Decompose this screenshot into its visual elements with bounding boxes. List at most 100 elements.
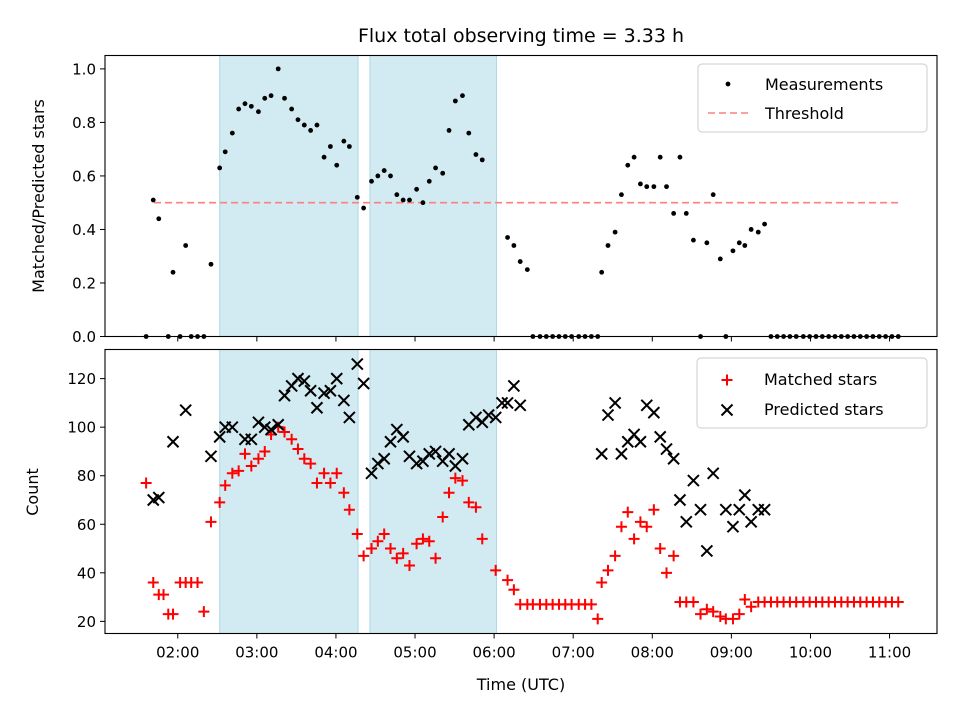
measurement-point <box>511 243 517 248</box>
measurement-point <box>262 95 268 101</box>
measurement-point <box>334 162 340 168</box>
measurement-point <box>644 184 650 190</box>
measurement-point <box>275 66 281 72</box>
x-axis-label: Time (UTC) <box>476 675 565 694</box>
matched-star-point <box>654 543 666 555</box>
measurement-point <box>638 181 643 187</box>
measurement-point <box>717 256 723 262</box>
measurement-point <box>381 168 387 173</box>
matched-star-point <box>443 487 455 499</box>
matched-star-point <box>351 528 363 540</box>
chart-title: Flux total observing time = 3.33 h <box>358 25 684 47</box>
matched-star-point <box>286 433 298 445</box>
measurement-point <box>524 267 530 272</box>
measurement-point <box>414 186 420 192</box>
predicted-star-point <box>179 403 192 417</box>
predicted-stars-points <box>147 357 771 558</box>
matched-star-point <box>602 564 614 576</box>
predicted-star-point <box>384 435 397 448</box>
measurement-point <box>762 221 767 227</box>
matched-star-point <box>641 521 653 533</box>
predicted-star-point <box>330 372 343 385</box>
x-tick-label: 11:00 <box>868 644 911 662</box>
matched-star-point <box>226 467 238 479</box>
matched-star-point <box>615 521 627 533</box>
matched-star-point <box>592 613 604 625</box>
predicted-star-point <box>166 435 180 448</box>
measurement-point <box>730 248 736 254</box>
measurement-point <box>375 173 381 179</box>
matched-star-point <box>622 506 634 518</box>
measurement-point <box>446 128 452 133</box>
predicted-star-point <box>357 377 370 390</box>
matched-star-point <box>372 535 384 547</box>
predicted-star-point <box>271 418 285 431</box>
predicted-star-point <box>245 433 258 446</box>
measurement-point <box>217 165 223 171</box>
measurement-point <box>704 240 710 246</box>
top-y-tick-label: 0.8 <box>72 114 96 132</box>
matched-star-point <box>596 577 608 589</box>
legend-matched-stars-marker <box>721 374 733 386</box>
legend-matched-stars-label: Matched stars <box>764 370 877 389</box>
bottom-legend-box <box>696 357 928 429</box>
measurement-point <box>208 261 214 267</box>
predicted-star-point <box>226 420 239 434</box>
bottom-legend[interactable]: Matched stars Predicted stars <box>696 357 928 429</box>
matched-star-point <box>292 443 304 455</box>
x-tick-label: 05:00 <box>393 644 436 662</box>
legend-predicted-stars-marker <box>720 403 734 417</box>
top-plot-frame <box>104 54 938 338</box>
measurement-point <box>361 205 367 211</box>
matched-star-point <box>585 598 597 610</box>
top-shaded-intervals <box>219 55 497 337</box>
matched-star-point <box>733 608 745 620</box>
matched-star-point <box>331 467 343 479</box>
matched-star-point <box>745 601 757 613</box>
predicted-star-point <box>456 452 469 465</box>
predicted-star-point <box>653 430 667 444</box>
measurement-point <box>691 237 696 243</box>
matched-star-point <box>158 589 170 601</box>
predicted-star-point <box>700 544 714 558</box>
matched-star-point <box>892 596 904 608</box>
top-y-tick-label: 0.0 <box>72 328 96 346</box>
measurement-point <box>150 197 156 203</box>
predicted-star-point <box>758 503 771 516</box>
bottom-y-tick-label: 40 <box>77 564 96 582</box>
predicted-star-point <box>733 503 746 516</box>
predicted-star-point <box>423 447 436 461</box>
measurement-point <box>625 162 631 168</box>
predicted-star-point <box>595 447 608 461</box>
matched-star-point <box>239 448 251 460</box>
top-legend[interactable]: Measurements Threshold <box>697 63 928 133</box>
measurement-point <box>473 152 479 157</box>
x-tick-label: 04:00 <box>314 644 357 662</box>
predicted-star-point <box>719 503 733 516</box>
matched-star-point <box>648 504 660 516</box>
bottom-y-tick-label: 80 <box>77 467 96 485</box>
predicted-star-point <box>489 411 502 424</box>
bottom-y-tick-label: 20 <box>77 613 96 631</box>
measurement-point <box>671 210 677 216</box>
measurement-point <box>440 170 446 176</box>
shaded-interval-top-0 <box>219 55 359 337</box>
measurement-point <box>466 130 472 136</box>
predicted-star-point <box>317 386 331 400</box>
predicted-star-point <box>507 379 521 393</box>
measurement-point <box>229 130 235 136</box>
measurement-point <box>222 149 228 155</box>
predicted-star-point <box>371 457 385 470</box>
matched-star-point <box>378 528 390 540</box>
top-legend-box <box>697 63 928 133</box>
matched-star-point <box>298 453 310 465</box>
measurement-point <box>314 122 320 128</box>
measurement-point <box>657 154 663 160</box>
predicted-star-point <box>744 515 758 529</box>
x-tick-label: 08:00 <box>631 644 674 662</box>
measurement-point <box>612 229 618 235</box>
measurement-point <box>394 192 400 198</box>
predicted-star-point <box>442 447 456 461</box>
x-tick-label: 03:00 <box>235 644 278 662</box>
measurement-point <box>479 157 485 163</box>
